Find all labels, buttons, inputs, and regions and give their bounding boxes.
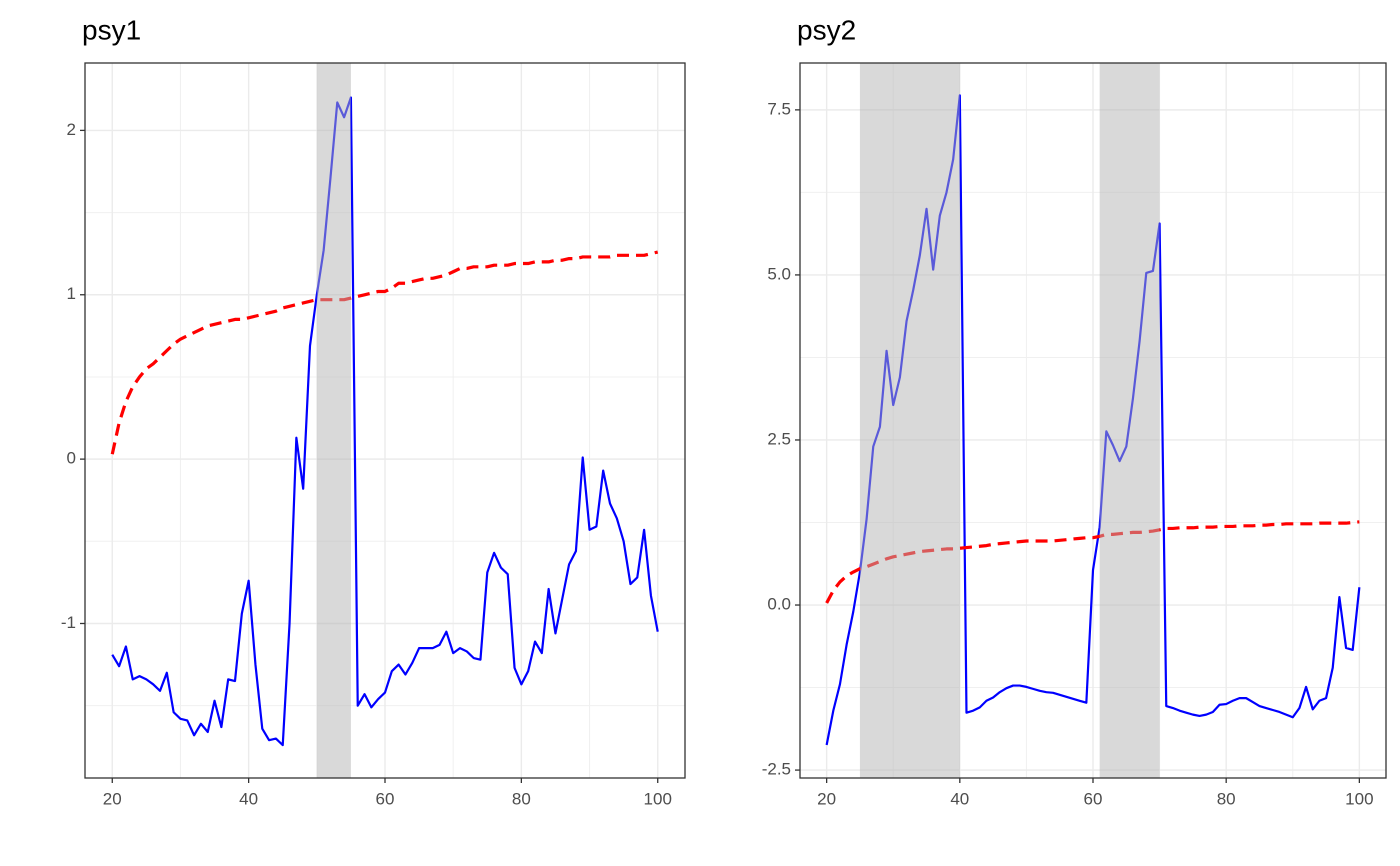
series-line <box>111 96 659 747</box>
y-tick-label: -1 <box>61 613 76 632</box>
shaded-region <box>859 63 960 778</box>
panel: -1 0 1 2 20 40 60 80 100 psy1 <box>61 14 686 808</box>
shaded-region <box>1099 63 1160 778</box>
x-tick-label: 100 <box>1345 789 1373 808</box>
y-tick-label: 0 <box>67 449 76 468</box>
x-tick-label: 60 <box>1084 789 1103 808</box>
y-tick-label: 2 <box>67 120 76 139</box>
x-tick-label: 40 <box>950 789 969 808</box>
series-line <box>110 250 659 455</box>
x-tick-label: 20 <box>103 789 122 808</box>
x-tick-label: 60 <box>376 789 395 808</box>
y-tick-label: 7.5 <box>767 99 791 118</box>
panel: -2.5 0.0 2.5 5.0 7.5 20 40 60 80 100 psy2 <box>762 14 1387 808</box>
x-tick-label: 80 <box>512 789 531 808</box>
y-tick-label: 5.0 <box>767 264 791 283</box>
y-tick-label: -2.5 <box>762 760 791 779</box>
x-tick-label: 40 <box>239 789 258 808</box>
chart-title: psy1 <box>82 14 141 45</box>
y-tick-label: 0.0 <box>767 595 791 614</box>
x-tick-label: 20 <box>817 789 836 808</box>
series-line <box>825 520 1360 604</box>
y-tick-label: 2.5 <box>767 429 791 448</box>
shaded-region <box>316 63 351 778</box>
chart-title: psy2 <box>797 14 856 45</box>
y-tick-label: 1 <box>67 284 76 303</box>
x-tick-label: 100 <box>644 789 672 808</box>
x-tick-label: 80 <box>1217 789 1236 808</box>
